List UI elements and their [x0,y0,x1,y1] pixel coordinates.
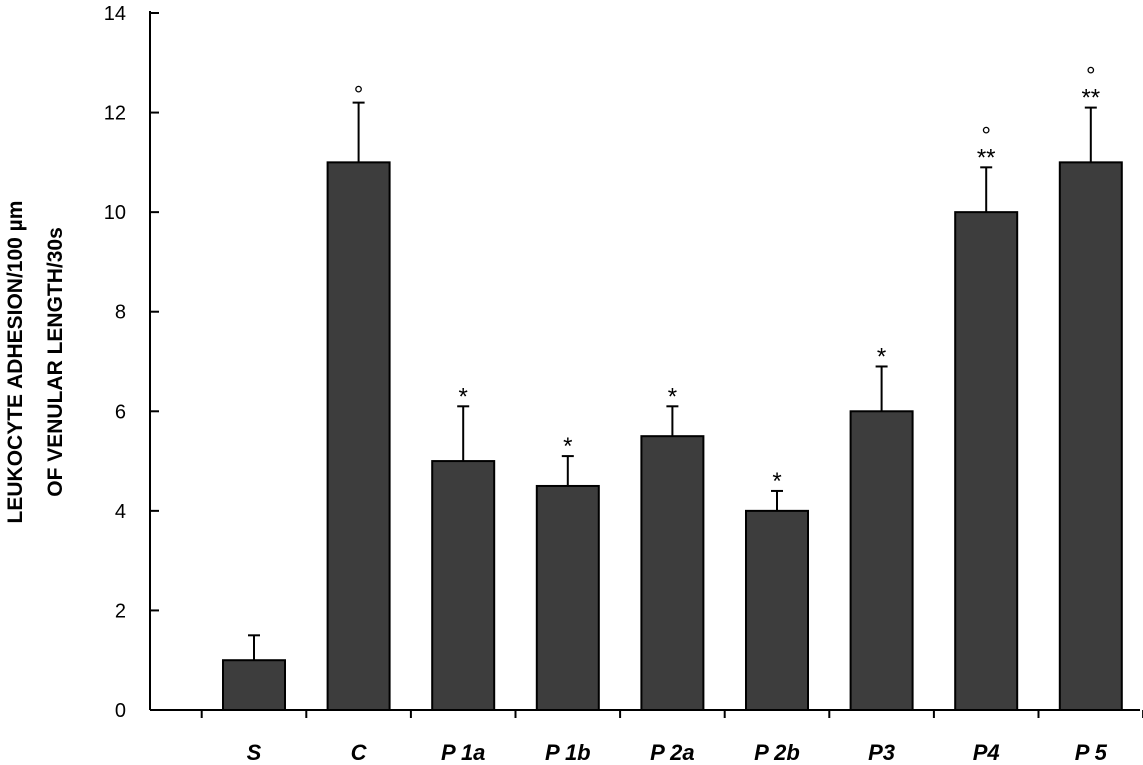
bar-6 [849,410,914,711]
y-tick-label-0: 0 [115,700,126,722]
y-axis-label: LEUKOCYTE ADHESION/100 µm OF VENULAR LEN… [4,201,67,524]
x-tick-label-7: P4 [973,740,1000,765]
bar-4 [640,435,705,711]
bars: °*******°**° [222,63,1123,712]
bar-8 [1058,161,1123,712]
x-tick-label-6: P3 [868,740,895,765]
y-tick-label-10: 10 [104,202,126,224]
annotation-4-0: * [668,383,677,410]
y-tick-label-6: 6 [115,401,126,423]
annotation-8-1: ** [1081,85,1100,112]
annotation-1-0: ° [354,82,364,109]
x-tick-label-5: P 2b [754,740,800,765]
annotation-8-0: ° [1086,63,1096,90]
bar-1 [326,161,391,712]
y-tick-label-2: 2 [115,600,126,622]
annotation-7-0: ° [981,122,991,149]
bar-3 [535,484,600,712]
x-tick-label-0: S [247,740,262,765]
bar-7 [954,211,1019,711]
annotation-5-0: * [772,468,781,495]
annotation-3-0: * [563,433,572,460]
y-axis-label-line-2: OF VENULAR LENGTH/30s [44,227,67,497]
x-tick-label-2: P 1a [441,740,485,765]
x-tick-label-8: P 5 [1075,740,1108,765]
bar-2 [431,460,496,712]
y-tick-label-8: 8 [115,302,126,324]
x-ticks: S C P 1a P 1b P 2a P 2b P3 P4 P 5 [200,710,1143,765]
y-axis-label-line-1: LEUKOCYTE ADHESION/100 µm [4,201,27,524]
annotation-7-1: ** [977,144,996,171]
annotation-2-0: * [459,383,468,410]
bar-0 [222,659,286,712]
y-tick-label-4: 4 [115,501,126,523]
x-tick-label-3: P 1b [545,740,591,765]
y-tick-label-14: 14 [104,3,126,25]
bar-5 [745,509,809,711]
x-tick-label-1: C [351,740,368,765]
y-tick-label-12: 12 [104,103,126,125]
x-tick-label-4: P 2a [650,740,694,765]
annotation-6-0: * [877,343,886,370]
y-ticks: 0 2 4 6 8 10 12 14 [104,3,159,722]
